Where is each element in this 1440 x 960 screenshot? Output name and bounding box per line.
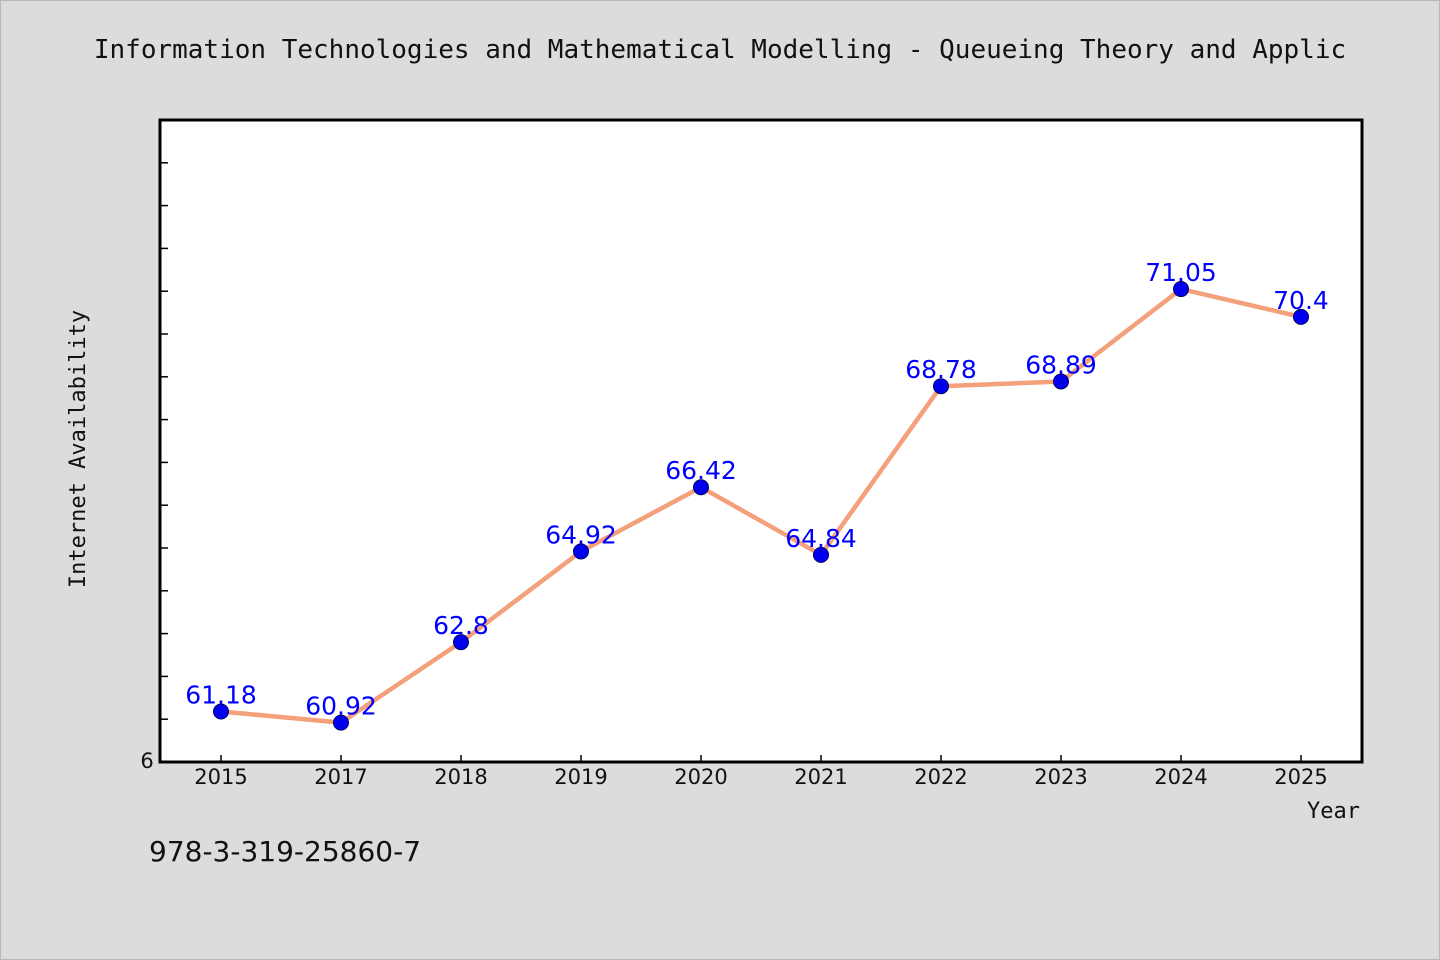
- data-label: 62.8: [433, 611, 489, 640]
- x-tick-label: 2025: [1274, 765, 1327, 789]
- x-tick-label: 2015: [194, 765, 247, 789]
- data-point: [1293, 308, 1309, 325]
- data-label: 66.42: [665, 456, 737, 485]
- data-label: 70.4: [1273, 286, 1329, 315]
- data-markers: [213, 281, 1309, 731]
- x-tick-label: 2022: [914, 765, 967, 789]
- chart-title: Information Technologies and Mathematica…: [93, 35, 1347, 65]
- x-tick-label: 2018: [434, 765, 487, 789]
- data-point: [573, 543, 589, 560]
- data-point: [933, 378, 949, 395]
- data-point: [693, 479, 709, 496]
- data-labels: 61.18 60.92 62.8 64.92 66.42 64.84 68.78 68.89 7…: [185, 258, 1329, 721]
- y-tick-label: 6: [140, 749, 153, 773]
- data-label: 68.78: [905, 355, 977, 384]
- isbn-text: 978-3-319-25860-7: [149, 835, 422, 868]
- data-point: [1173, 281, 1189, 298]
- data-point: [813, 546, 829, 563]
- y-axis-ticks: [160, 162, 168, 720]
- x-tick-label: 2020: [674, 765, 727, 789]
- data-label: 68.89: [1025, 351, 1097, 380]
- x-tick-label: 2019: [554, 765, 607, 789]
- series-line: [218, 286, 1304, 725]
- data-label: 60.92: [305, 692, 377, 721]
- plot-area: [158, 118, 1364, 764]
- y-axis-label: Internet Availability: [66, 310, 91, 588]
- data-point: [1053, 373, 1069, 390]
- x-tick-label: 2024: [1154, 765, 1207, 789]
- x-tick-label: 2017: [314, 765, 367, 789]
- x-axis-label: Year: [1307, 799, 1360, 824]
- data-label: 71.05: [1145, 258, 1217, 287]
- data-point: [213, 703, 229, 720]
- x-axis-ticks: 2015 2017 2018 2019 2020 2021 2022 2023 2024 2025: [194, 755, 1328, 789]
- data-label: 61.18: [185, 680, 257, 709]
- x-tick-label: 2023: [1034, 765, 1087, 789]
- data-point: [453, 634, 469, 651]
- data-point: [333, 714, 349, 731]
- data-label: 64.92: [545, 520, 617, 549]
- data-label: 64.84: [785, 524, 857, 553]
- x-tick-label: 2021: [794, 765, 847, 789]
